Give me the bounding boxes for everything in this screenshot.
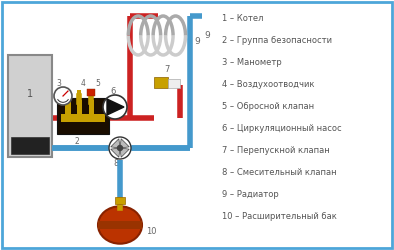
Polygon shape [120, 148, 129, 157]
Bar [115, 197, 125, 204]
Text: 9 – Радиатор: 9 – Радиатор [222, 190, 279, 199]
Text: 2: 2 [74, 136, 79, 145]
Polygon shape [120, 139, 129, 148]
Bar [65, 100, 71, 116]
Text: 4: 4 [81, 80, 86, 88]
Circle shape [54, 87, 72, 105]
Text: 7 – Перепускной клапан: 7 – Перепускной клапан [222, 146, 330, 155]
Polygon shape [111, 148, 120, 157]
Circle shape [103, 95, 127, 119]
Bar [77, 90, 81, 97]
Bar [87, 89, 95, 96]
Text: 4 – Воздухоотводчик: 4 – Воздухоотводчик [222, 80, 314, 89]
Ellipse shape [98, 206, 142, 244]
Text: 1: 1 [27, 89, 33, 99]
Text: 10 – Расширительный бак: 10 – Расширительный бак [222, 212, 337, 221]
Text: 6 – Циркуляционный насос: 6 – Циркуляционный насос [222, 124, 342, 133]
Text: 10: 10 [146, 226, 156, 235]
Bar [57, 98, 109, 134]
Text: 6: 6 [110, 86, 116, 96]
Text: 5: 5 [95, 80, 100, 88]
Text: 3: 3 [57, 80, 61, 88]
Text: 2 – Группа безопасности: 2 – Группа безопасности [222, 36, 332, 45]
Polygon shape [107, 99, 124, 115]
Bar [61, 114, 105, 122]
Bar [77, 100, 82, 118]
Text: 5 – Обросной клапан: 5 – Обросной клапан [222, 102, 314, 111]
Polygon shape [111, 139, 120, 148]
Bar [98, 221, 142, 229]
Bar [89, 100, 94, 118]
Circle shape [109, 137, 131, 159]
Bar [11, 137, 49, 154]
Text: 9: 9 [204, 32, 210, 40]
Bar [154, 77, 168, 88]
Text: 9: 9 [194, 36, 200, 46]
Text: 3 – Манометр: 3 – Манометр [222, 58, 282, 67]
Text: 8 – Смесительный клапан: 8 – Смесительный клапан [222, 168, 336, 177]
Circle shape [117, 146, 123, 150]
Text: 1 – Котел: 1 – Котел [222, 14, 264, 23]
Bar [8, 55, 52, 157]
Text: 7: 7 [164, 64, 170, 74]
Bar [168, 79, 180, 88]
Text: 8: 8 [113, 158, 119, 168]
